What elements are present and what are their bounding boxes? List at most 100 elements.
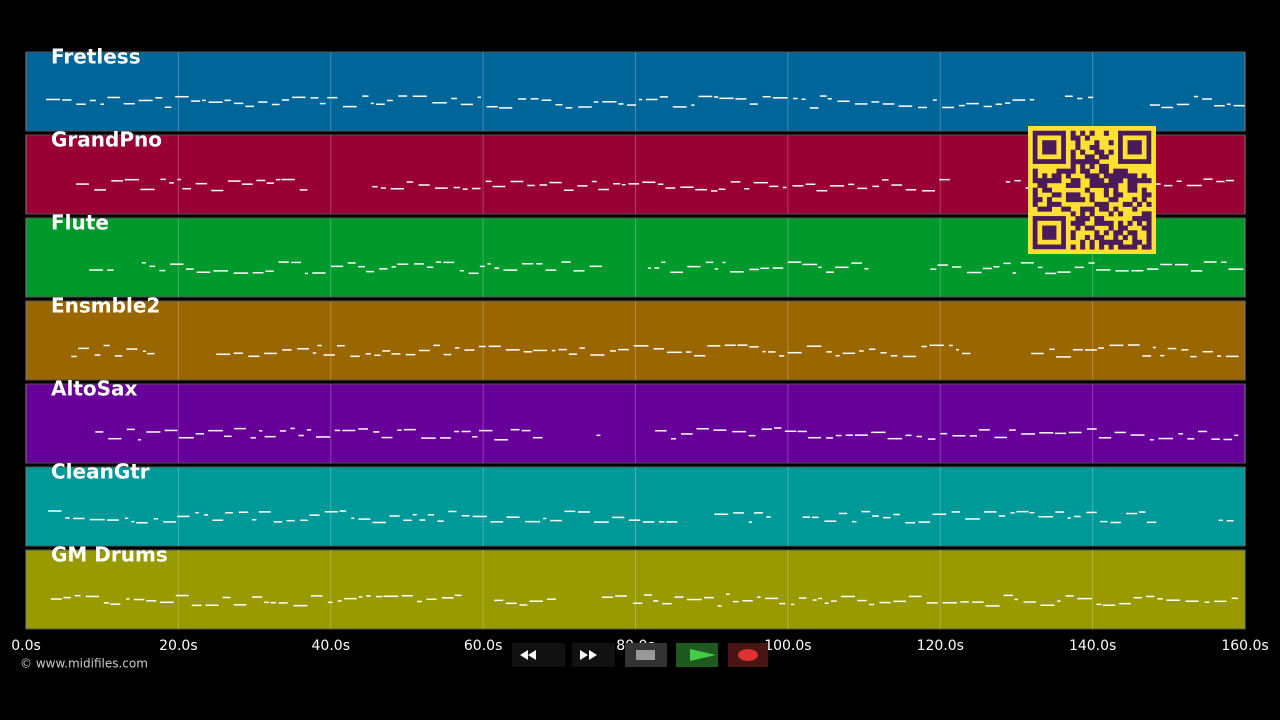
time-tick-label: 140.0s xyxy=(1069,638,1116,654)
qr-module xyxy=(1046,201,1053,207)
qr-module xyxy=(1122,244,1128,250)
qr-module xyxy=(1113,182,1119,188)
qr-module xyxy=(1084,235,1090,241)
track-name: Flute xyxy=(51,211,109,235)
qr-module xyxy=(1080,211,1086,217)
time-tick-label: 160.0s xyxy=(1221,638,1268,654)
qr-module xyxy=(1070,135,1076,141)
qr-module xyxy=(1042,182,1048,188)
qr-module xyxy=(1075,220,1081,226)
qr-module xyxy=(1075,135,1081,141)
qr-module xyxy=(1146,239,1152,245)
qr-module xyxy=(1051,173,1057,179)
qr-module xyxy=(1046,187,1053,193)
qr-module xyxy=(1089,154,1095,160)
qr-module xyxy=(1141,192,1147,198)
qr-module xyxy=(1146,235,1152,241)
qr-module xyxy=(1127,187,1133,193)
qr-module xyxy=(1089,130,1095,136)
qr-module xyxy=(1132,230,1138,236)
qr-module xyxy=(1051,201,1057,207)
qr-module xyxy=(1080,163,1086,169)
qr-module xyxy=(1075,182,1081,188)
qr-module xyxy=(1065,168,1071,174)
qr-module xyxy=(1080,130,1086,136)
qr-module xyxy=(1127,230,1133,236)
qr-module xyxy=(1089,244,1095,250)
qr-module xyxy=(1089,178,1095,184)
qr-module xyxy=(1146,192,1152,198)
qr-module xyxy=(1141,197,1147,203)
qr-module xyxy=(1103,130,1109,136)
qr-module xyxy=(1099,149,1105,155)
qr-module xyxy=(1089,211,1095,217)
qr-module xyxy=(1065,173,1071,179)
qr-module xyxy=(1080,244,1086,250)
qr-module xyxy=(1089,144,1095,151)
qr-module xyxy=(1118,230,1124,236)
forward-icon xyxy=(580,650,597,660)
qr-module xyxy=(1084,187,1090,193)
qr-module xyxy=(1070,197,1076,203)
qr-module xyxy=(1108,220,1114,226)
qr-code xyxy=(1028,126,1156,254)
qr-module xyxy=(1118,211,1124,217)
qr-module xyxy=(1141,178,1147,184)
qr-module xyxy=(1127,220,1133,226)
qr-module xyxy=(1061,168,1067,174)
rewind-button[interactable] xyxy=(512,643,565,667)
time-tick-label: 0.0s xyxy=(11,638,41,654)
qr-module xyxy=(1141,211,1147,217)
qr-module xyxy=(1089,159,1095,165)
qr-module xyxy=(1141,244,1147,250)
qr-module xyxy=(1113,197,1119,203)
qr-module xyxy=(1103,173,1109,179)
qr-module xyxy=(1132,235,1138,241)
qr-module xyxy=(1113,173,1119,179)
qr-module xyxy=(1084,206,1090,212)
qr-module xyxy=(1056,192,1062,198)
qr-module xyxy=(1094,159,1100,165)
qr-module xyxy=(1032,168,1038,174)
qr-module xyxy=(1042,178,1048,184)
qr-module xyxy=(1113,206,1119,212)
qr-module xyxy=(1070,192,1076,198)
qr-module xyxy=(1132,197,1138,203)
qr-module xyxy=(1094,178,1100,184)
qr-module xyxy=(1065,197,1071,203)
time-tick-label: 100.0s xyxy=(764,638,811,654)
qr-finder xyxy=(1127,140,1142,155)
track-name: GrandPno xyxy=(51,128,162,152)
qr-module xyxy=(1089,182,1095,188)
qr-module xyxy=(1146,211,1152,217)
track-name: Fretless xyxy=(51,45,141,69)
qr-module xyxy=(1037,197,1043,203)
qr-module xyxy=(1046,206,1053,212)
qr-module xyxy=(1042,173,1048,179)
qr-module xyxy=(1070,211,1076,217)
qr-module xyxy=(1080,206,1086,212)
qr-module xyxy=(1056,173,1062,179)
track-name: Ensmble2 xyxy=(51,294,160,318)
record-icon xyxy=(738,649,758,661)
qr-module xyxy=(1108,149,1114,155)
qr-module xyxy=(1113,192,1119,198)
qr-module xyxy=(1118,192,1124,198)
qr-module xyxy=(1099,220,1105,226)
qr-module xyxy=(1118,225,1124,231)
qr-module xyxy=(1089,239,1095,245)
qr-module xyxy=(1061,206,1067,212)
qr-module xyxy=(1065,206,1071,212)
qr-module xyxy=(1080,159,1086,165)
qr-module xyxy=(1089,206,1095,212)
qr-module xyxy=(1118,173,1124,179)
qr-module xyxy=(1094,201,1100,207)
qr-module xyxy=(1075,216,1081,222)
qr-module xyxy=(1032,187,1038,193)
qr-module xyxy=(1103,206,1109,212)
qr-module xyxy=(1127,173,1133,179)
qr-module xyxy=(1099,244,1105,250)
qr-module xyxy=(1141,173,1147,179)
qr-module xyxy=(1137,216,1143,222)
qr-module xyxy=(1113,187,1119,193)
